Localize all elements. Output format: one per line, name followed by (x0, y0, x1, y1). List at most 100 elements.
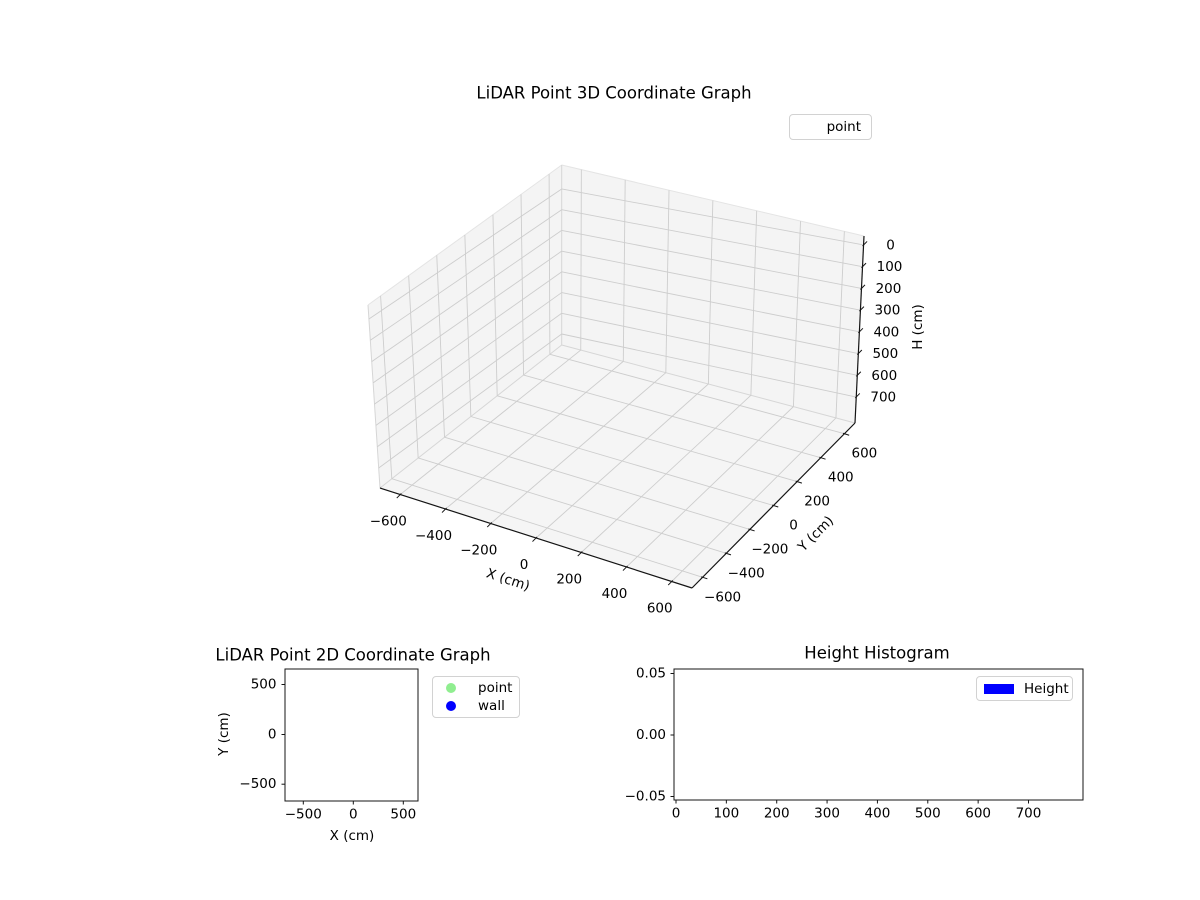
plot2d-legend: point wall (432, 676, 520, 718)
grid-line (464, 234, 472, 417)
tick-mark (577, 551, 583, 557)
grid-line (470, 416, 774, 506)
grid-line (580, 394, 752, 553)
tick-label: 500 (872, 346, 898, 362)
tick-label: 200 (876, 281, 902, 297)
pane-right-wall (561, 165, 864, 423)
tick-label: 600 (647, 601, 673, 617)
legend-item-point-label: point (478, 679, 513, 696)
grid-line (497, 395, 798, 483)
legend-item-height-label: Height (1024, 680, 1069, 697)
tick-label: 0 (349, 807, 358, 823)
tick-label: −400 (728, 565, 765, 581)
plot2d-xlabel: X (cm) (329, 828, 375, 844)
tick-mark (486, 522, 493, 528)
tick-label: 200 (804, 494, 830, 510)
legend-item-wall: wall (446, 698, 519, 714)
plot2d-frame (284, 668, 419, 802)
plot2d-title: LiDAR Point 2D Coordinate Graph (215, 645, 491, 665)
tick-label: 100 (877, 259, 903, 275)
tick-label: −0.05 (625, 789, 666, 805)
grid-line (436, 255, 445, 438)
tick-label: 100 (713, 806, 739, 822)
tick-mark (532, 536, 538, 542)
tick-label: 500 (915, 806, 941, 822)
grid-line (380, 295, 393, 479)
grid-line (707, 200, 714, 385)
tick-mark (441, 507, 447, 513)
tick-label: −500 (285, 807, 322, 823)
tick-label: 500 (390, 807, 416, 823)
box-edge (367, 304, 381, 489)
tick-label: 300 (814, 806, 840, 822)
histogram-title: Height Histogram (804, 643, 950, 663)
grid-line (520, 194, 524, 376)
height-swatch-icon (984, 683, 1014, 694)
tick-mark (396, 493, 402, 499)
tick-label: 200 (764, 806, 790, 822)
tick-label: 0 (886, 237, 895, 253)
grid-line (549, 353, 845, 435)
tick-mark (622, 565, 628, 571)
tick-label: 400 (602, 586, 628, 602)
tick-label: 600 (871, 368, 897, 384)
grid-line (835, 231, 845, 418)
tick-label: −600 (370, 514, 407, 530)
pane-left-wall (368, 165, 562, 488)
tick-mark (771, 504, 779, 508)
plot3d-zlabel: H (cm) (910, 304, 926, 350)
grid-line (523, 374, 821, 459)
tick-label: 400 (873, 324, 899, 340)
plot3d-legend: point (789, 114, 872, 140)
grid-line (492, 214, 498, 396)
tick-mark (855, 371, 862, 377)
tick-label: 0 (520, 557, 529, 573)
plot2d-ylabel: Y (cm) (216, 712, 232, 756)
legend-item-point-label: point (826, 119, 861, 135)
tick-label: 600 (965, 806, 991, 822)
tick-label: 400 (828, 470, 854, 486)
tick-label: −400 (415, 528, 452, 544)
tick-mark (862, 241, 868, 247)
tick-label: 300 (875, 303, 901, 319)
plot3d-title: LiDAR Point 3D Coordinate Graph (476, 83, 752, 103)
tick-mark (724, 552, 732, 556)
tick-mark (667, 580, 674, 586)
grid-line (750, 210, 758, 396)
pane-floor (380, 345, 855, 588)
tick-label: 0.05 (636, 666, 666, 682)
tick-mark (701, 576, 708, 580)
point-marker-icon (446, 682, 456, 693)
tick-mark (854, 393, 861, 399)
grid-line (622, 179, 626, 362)
tick-label: −500 (239, 776, 276, 792)
histogram-legend: Height (976, 676, 1073, 701)
tick-label: 500 (251, 677, 277, 693)
legend-item-wall-label: wall (478, 698, 505, 715)
tick-label: 700 (1016, 806, 1042, 822)
grid-line (548, 174, 551, 355)
tick-label: −200 (460, 543, 497, 559)
tick-mark (857, 327, 864, 334)
legend-item-point: point (446, 680, 519, 696)
tick-label: 0.00 (636, 727, 666, 743)
tick-mark (856, 349, 863, 355)
tick-label: −600 (704, 589, 741, 605)
tick-mark (861, 262, 867, 269)
tick-mark (795, 480, 803, 484)
tick-label: −200 (751, 541, 788, 557)
grid-line (671, 417, 837, 582)
grid-line (580, 169, 582, 351)
grid-line (408, 275, 419, 458)
grid-line (792, 221, 801, 407)
tick-mark (860, 284, 866, 290)
tick-label: 600 (852, 446, 878, 462)
tick-mark (748, 528, 755, 532)
grid-line (665, 190, 670, 373)
tick-label: 400 (865, 806, 891, 822)
tick-label: 0 (672, 806, 681, 822)
tick-label: 200 (556, 572, 582, 588)
tick-label: 700 (870, 390, 896, 406)
